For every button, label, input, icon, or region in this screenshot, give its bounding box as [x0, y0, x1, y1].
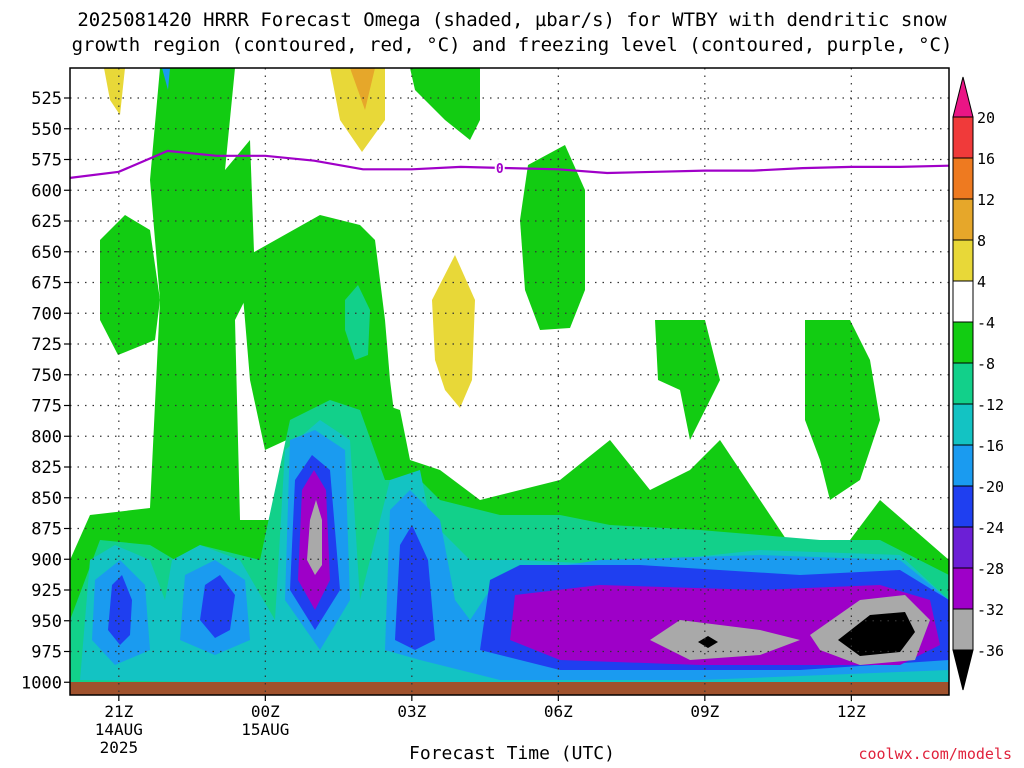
colorbar-cell — [952, 321, 974, 364]
y-tick-label: 575 — [31, 151, 62, 171]
x-tick-label: 06Z — [544, 702, 573, 721]
chart-title-line1: 2025081420 HRRR Forecast Omega (shaded, … — [77, 9, 947, 31]
colorbar-label: -16 — [977, 437, 1004, 455]
omega-region — [162, 68, 170, 90]
y-tick-label: 625 — [31, 212, 62, 232]
x-tick-label: 2025 — [100, 738, 139, 757]
freezing-level-value: 0 — [496, 162, 504, 177]
colorbar-label: 8 — [977, 232, 986, 250]
plot-area: 0 — [70, 68, 949, 695]
omega-region — [240, 215, 395, 450]
freezing-level-label: 0 — [494, 159, 505, 177]
colorbar-legend: -36 -32 -28 -24 -20 -16 -12 -8 -4 4 8 12 16 20 — [952, 76, 1004, 691]
chart-title-line2: growth region (contoured, red, °C) and f… — [71, 34, 953, 56]
ground-strip — [70, 682, 949, 695]
y-tick-label: 950 — [31, 612, 62, 632]
colorbar-label: -36 — [977, 642, 1004, 660]
x-tick-label: 03Z — [397, 702, 426, 721]
y-tick-label: 525 — [31, 89, 62, 109]
colorbar-label: -20 — [977, 478, 1004, 496]
freezing-level-contour — [70, 149, 949, 179]
x-tick-label: 00Z — [251, 702, 280, 721]
x-axis-label: Forecast Time (UTC) — [409, 743, 615, 764]
omega-region — [104, 68, 125, 115]
colorbar-label: 20 — [977, 109, 995, 127]
omega-region — [350, 68, 375, 110]
omega-region — [805, 320, 880, 500]
omega-region — [307, 500, 322, 575]
omega-region — [345, 285, 370, 360]
y-tick-label: 975 — [31, 643, 62, 663]
y-tick-label: 600 — [31, 181, 62, 201]
colorbar-cell — [952, 76, 974, 118]
colorbar-label: -12 — [977, 396, 1004, 414]
omega-region — [108, 575, 132, 645]
y-tick-label: 550 — [31, 120, 62, 140]
omega-region — [650, 620, 800, 660]
omega-region — [698, 636, 718, 648]
omega-shading — [70, 68, 949, 695]
x-tick-label: 12Z — [837, 702, 866, 721]
colorbar-cell — [952, 526, 974, 569]
colorbar-label: -8 — [977, 355, 995, 373]
y-tick-label: 1000 — [21, 673, 62, 693]
colorbar-label: 12 — [977, 191, 995, 209]
omega-region — [520, 145, 585, 330]
y-tick-label: 775 — [31, 397, 62, 417]
y-tick-label: 800 — [31, 427, 62, 447]
colorbar-label: -28 — [977, 560, 1004, 578]
x-tick-label: 15AUG — [241, 720, 289, 739]
colorbar-cell — [952, 198, 974, 241]
plot-frame — [69, 67, 950, 696]
colorbar-label: -32 — [977, 601, 1004, 619]
colorbar-cell — [952, 362, 974, 405]
omega-region — [395, 525, 435, 650]
y-tick-label: 725 — [31, 335, 62, 355]
colorbar-cell — [952, 116, 974, 159]
y-tick-label: 925 — [31, 581, 62, 601]
colorbar-label: 16 — [977, 150, 995, 168]
omega-region — [200, 575, 235, 638]
colorbar-label: 4 — [977, 273, 986, 291]
colorbar-cell — [952, 485, 974, 528]
omega-region — [100, 215, 160, 355]
colorbar-cell — [952, 649, 974, 691]
colorbar-cell — [952, 403, 974, 446]
colorbar-cell — [952, 239, 974, 282]
x-tick-label: 21Z — [104, 702, 133, 721]
x-tick-label: 14AUG — [95, 720, 143, 739]
colorbar-cell — [952, 567, 974, 610]
y-tick-label: 900 — [31, 550, 62, 570]
omega-region — [838, 612, 915, 656]
y-tick-label: 875 — [31, 520, 62, 540]
y-axis-ticks: 525 550 575 600 625 650 675 700 725 750 775 800 825 8… — [21, 89, 70, 693]
colorbar-cell — [952, 157, 974, 200]
colorbar-label: -4 — [977, 314, 995, 332]
y-tick-label: 825 — [31, 458, 62, 478]
colorbar-label: -24 — [977, 519, 1004, 537]
colorbar-cell — [952, 608, 974, 651]
colorbar-cell — [952, 444, 974, 487]
y-tick-label: 650 — [31, 243, 62, 263]
omega-region — [330, 68, 385, 152]
y-tick-label: 700 — [31, 304, 62, 324]
credit-text[interactable]: coolwx.com/models — [858, 745, 1012, 763]
y-tick-label: 750 — [31, 366, 62, 386]
omega-region — [655, 320, 720, 440]
omega-region — [410, 68, 480, 140]
freezing-label-bg — [494, 159, 505, 176]
y-tick-label: 675 — [31, 274, 62, 294]
y-tick-label: 850 — [31, 489, 62, 509]
x-tick-label: 09Z — [690, 702, 719, 721]
colorbar-cell — [952, 280, 974, 323]
omega-region — [432, 255, 475, 408]
